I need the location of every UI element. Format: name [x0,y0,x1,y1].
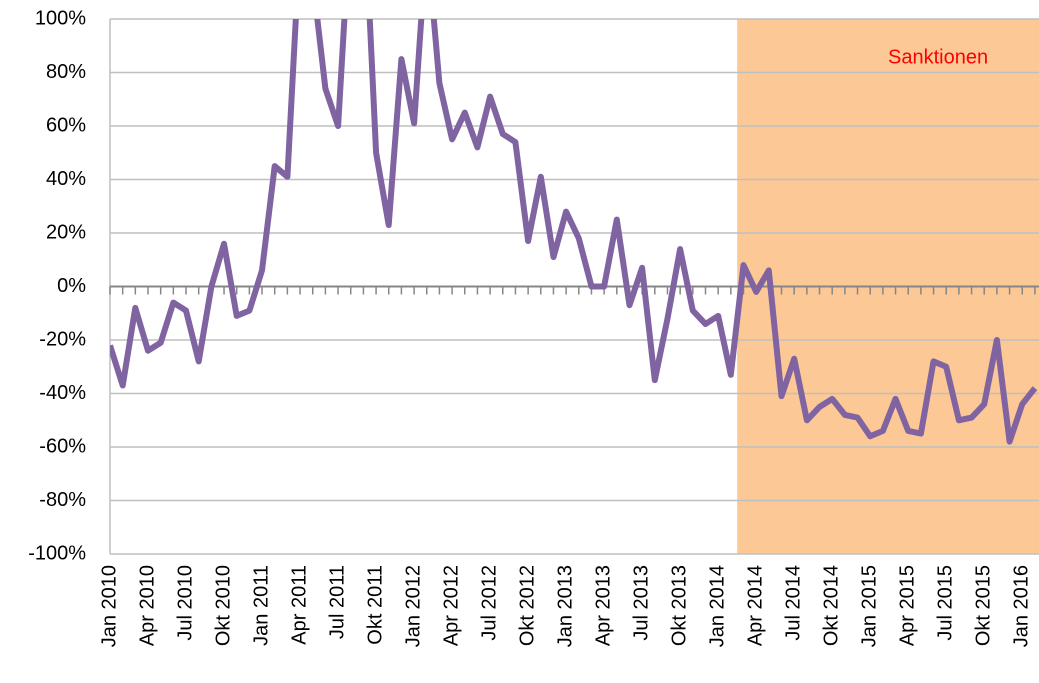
x-tick-label: Jan 2015 [858,565,880,647]
y-tick-label: 20% [46,221,86,243]
y-tick-label: 80% [46,61,86,83]
x-tick-label: Jan 2010 [98,565,120,647]
x-tick-label: Apr 2011 [288,565,310,645]
y-tick-label: -80% [39,489,86,511]
x-tick-label: Jan 2011 [250,565,272,646]
x-tick-label: Jan 2014 [706,565,728,647]
x-tick-label: Apr 2014 [744,565,766,646]
y-tick-label: -60% [39,435,86,457]
x-tick-label: Okt 2012 [516,565,538,646]
y-tick-label: -100% [28,542,86,564]
y-tick-label: -20% [39,328,86,350]
x-tick-label: Apr 2012 [440,565,462,646]
x-tick-label: Okt 2011 [364,565,386,645]
x-tick-label: Okt 2014 [820,565,842,646]
data-line [110,19,1038,445]
x-tick-label: Jul 2010 [174,565,196,641]
x-tick-label: Jul 2013 [630,565,652,641]
x-tick-label: Jan 2012 [402,565,424,647]
x-tick-label: Jul 2015 [935,565,957,641]
x-tick-label: Jul 2012 [478,565,500,641]
x-tick-label: Jul 2011 [326,565,348,639]
annotation-text: Sanktionen [888,46,988,68]
plot-area [110,19,1038,445]
y-tick-label: -40% [39,382,86,404]
x-tick-label: Okt 2010 [212,565,234,646]
x-tick-label: Apr 2010 [136,565,158,646]
x-tick-label: Apr 2013 [592,565,614,646]
y-tick-label: 60% [46,114,86,136]
x-tick-label: Okt 2013 [668,565,690,646]
y-tick-label: 0% [57,275,86,297]
y-tick-label: 40% [46,168,86,190]
x-tick-label: Jan 2016 [1011,565,1033,647]
x-tick-label: Apr 2015 [896,565,918,646]
x-tick-label: Jan 2013 [554,565,576,647]
y-tick-label: 100% [35,7,86,29]
x-tick-label: Jul 2014 [782,565,804,641]
x-tick-label: Okt 2015 [973,565,995,646]
